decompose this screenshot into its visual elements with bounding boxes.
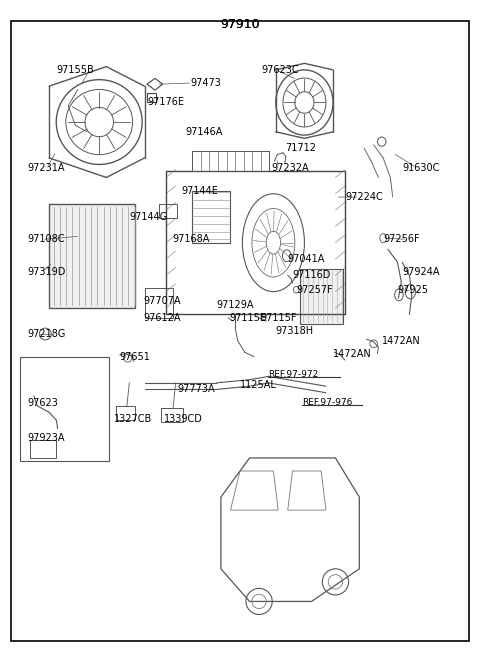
Text: 97224C: 97224C	[345, 192, 383, 202]
Bar	[161, 407, 183, 422]
Text: 97146A: 97146A	[185, 127, 223, 137]
Text: 97612A: 97612A	[144, 312, 181, 323]
Text: 97116D: 97116D	[292, 271, 331, 280]
Text: 97256F: 97256F	[383, 234, 420, 244]
Bar	[144, 288, 173, 318]
Text: 1339CD: 1339CD	[164, 414, 203, 424]
Text: 97144G: 97144G	[129, 212, 168, 221]
Text: 97651: 97651	[120, 352, 151, 362]
Text: 97318H: 97318H	[276, 326, 314, 336]
Text: 97473: 97473	[190, 78, 221, 88]
Bar	[147, 93, 156, 102]
Text: 97176E: 97176E	[147, 98, 184, 107]
Text: 71712: 71712	[285, 143, 316, 153]
Text: 97155B: 97155B	[56, 65, 94, 75]
Bar	[300, 269, 343, 324]
Text: 1472AN: 1472AN	[382, 335, 421, 346]
Text: 97623: 97623	[28, 398, 59, 407]
Text: 97168A: 97168A	[172, 234, 210, 244]
Text: 97925: 97925	[397, 285, 429, 295]
Text: 97623C: 97623C	[262, 65, 299, 75]
Text: 97773A: 97773A	[177, 384, 215, 394]
Bar	[49, 204, 135, 308]
Text: 1472AN: 1472AN	[333, 348, 372, 358]
Text: 97115E: 97115E	[229, 312, 266, 323]
Text: 1125AL: 1125AL	[240, 380, 277, 390]
Text: 97924A: 97924A	[402, 267, 440, 277]
Text: 97144E: 97144E	[182, 185, 219, 196]
Text: 97910: 97910	[220, 18, 260, 31]
Text: REF.97-976: REF.97-976	[302, 398, 352, 407]
Text: 97257F: 97257F	[296, 285, 333, 295]
Text: 91630C: 91630C	[402, 162, 440, 173]
Text: 97115F: 97115F	[260, 312, 297, 323]
Text: 97910: 97910	[220, 18, 260, 31]
Text: 97041A: 97041A	[288, 254, 325, 264]
Text: 97108C: 97108C	[28, 234, 65, 244]
Bar	[21, 357, 109, 461]
Text: 1327CB: 1327CB	[114, 414, 152, 424]
Bar	[116, 405, 135, 420]
Text: 97231A: 97231A	[28, 162, 65, 173]
Text: REF.97-972: REF.97-972	[268, 370, 318, 379]
Bar	[192, 191, 230, 243]
Bar	[30, 440, 56, 458]
Text: 97319D: 97319D	[28, 267, 66, 277]
Text: 97218G: 97218G	[28, 329, 66, 339]
Text: 97129A: 97129A	[216, 300, 253, 310]
Bar	[159, 204, 177, 218]
Text: 97707A: 97707A	[144, 297, 181, 307]
Text: 97232A: 97232A	[271, 162, 309, 173]
Text: 97923A: 97923A	[28, 434, 65, 443]
